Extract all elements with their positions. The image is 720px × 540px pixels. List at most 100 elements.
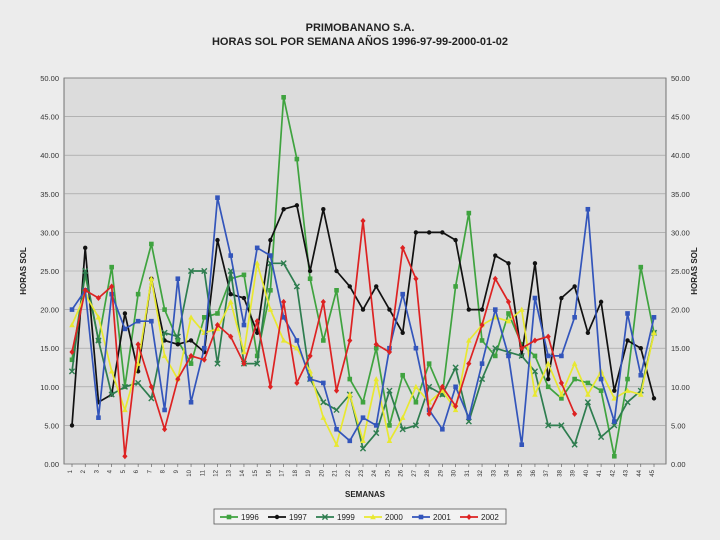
data-point xyxy=(254,330,260,335)
y-tick-label-right: 0.00 xyxy=(671,460,686,469)
data-point xyxy=(479,307,485,312)
data-point xyxy=(268,237,273,243)
data-point xyxy=(201,345,207,351)
data-point xyxy=(228,276,234,282)
x-tick-label: 38 xyxy=(557,469,563,476)
data-point xyxy=(386,437,393,444)
data-point xyxy=(479,322,485,329)
data-point xyxy=(466,210,472,216)
data-point xyxy=(559,353,564,359)
data-point xyxy=(598,299,604,305)
data-point xyxy=(268,253,273,258)
x-tick-label: 25 xyxy=(385,469,391,476)
data-point xyxy=(241,322,247,328)
x-tick-label: 42 xyxy=(610,469,616,476)
data-point xyxy=(625,338,630,343)
data-point xyxy=(122,453,128,460)
data-point xyxy=(492,307,498,312)
x-tick-label: 23 xyxy=(359,469,365,476)
data-point xyxy=(334,268,339,274)
legend-item-1999: 1999 xyxy=(316,513,355,522)
y-tick-label-right: 25.00 xyxy=(671,267,690,276)
data-point xyxy=(532,295,538,301)
data-point xyxy=(281,207,286,212)
data-point xyxy=(624,387,631,393)
x-tick-label: 36 xyxy=(531,469,537,476)
x-tick-label: 26 xyxy=(399,469,405,476)
legend-label: 1999 xyxy=(337,513,355,522)
y-tick-label-left: 40.00 xyxy=(40,151,59,160)
legend-item-2001: 2001 xyxy=(412,513,451,522)
data-point xyxy=(413,230,419,235)
x-tick-label: 11 xyxy=(200,469,206,476)
data-point xyxy=(228,291,233,297)
legend-label: 2002 xyxy=(481,513,499,522)
data-point xyxy=(532,353,538,359)
x-tick-label: 35 xyxy=(518,469,524,476)
data-point xyxy=(532,391,538,397)
data-point xyxy=(187,267,195,275)
x-tick-label: 39 xyxy=(571,469,577,476)
data-point xyxy=(585,380,591,386)
data-point xyxy=(360,307,366,312)
data-point xyxy=(347,284,352,289)
data-point xyxy=(135,341,141,348)
data-point xyxy=(597,433,605,441)
x-axis-ticks: 1 2 3 4 5 6 7 8 9 10 11 12 13 14 15 16 17 18 19 20 21 22 23 24 2… xyxy=(68,464,656,477)
x-tick-label: 7 xyxy=(147,469,153,473)
data-point xyxy=(373,430,380,437)
data-point xyxy=(466,337,472,343)
data-point xyxy=(453,284,458,289)
data-point xyxy=(69,349,75,356)
data-point xyxy=(83,245,88,251)
x-tick-label: 40 xyxy=(584,469,590,476)
data-point xyxy=(585,391,591,397)
data-point xyxy=(505,298,512,305)
data-point xyxy=(519,345,525,352)
data-point xyxy=(201,356,207,363)
data-point xyxy=(280,260,287,267)
data-point xyxy=(373,423,379,428)
data-point xyxy=(400,372,405,378)
data-point xyxy=(519,442,525,447)
data-point xyxy=(307,368,313,374)
data-point xyxy=(281,315,286,320)
x-tick-label: 8 xyxy=(161,469,167,473)
x-tick-label: 43 xyxy=(624,469,630,476)
data-point xyxy=(135,318,141,324)
legend-item-1997: 1997 xyxy=(268,513,307,522)
data-point xyxy=(386,349,393,356)
data-point xyxy=(307,376,313,382)
data-point xyxy=(399,426,406,433)
data-point xyxy=(638,372,644,378)
x-tick-label: 44 xyxy=(637,469,643,476)
x-tick-label: 6 xyxy=(134,469,140,473)
chart-title: PRIMOBANANO S.A. xyxy=(306,22,415,34)
x-tick-label: 10 xyxy=(187,469,193,476)
data-point xyxy=(347,376,353,382)
data-point xyxy=(162,407,167,413)
data-point xyxy=(611,395,618,401)
data-point xyxy=(95,295,102,302)
x-tick-label: 20 xyxy=(319,469,325,476)
series-1996 xyxy=(69,95,657,459)
data-point xyxy=(268,288,273,293)
data-point xyxy=(108,368,115,374)
data-point xyxy=(440,230,445,235)
data-point xyxy=(149,241,154,247)
data-point xyxy=(558,391,565,397)
data-point xyxy=(175,342,181,347)
data-point xyxy=(320,414,327,420)
data-point xyxy=(201,315,207,320)
data-point xyxy=(226,514,232,520)
data-point xyxy=(399,414,406,420)
data-point xyxy=(559,396,564,401)
data-point xyxy=(466,415,472,420)
data-point xyxy=(188,352,194,359)
y-tick-label-right: 30.00 xyxy=(671,228,690,237)
data-point xyxy=(571,441,578,448)
data-point xyxy=(545,353,551,359)
data-point xyxy=(545,384,551,390)
data-point xyxy=(281,95,286,100)
